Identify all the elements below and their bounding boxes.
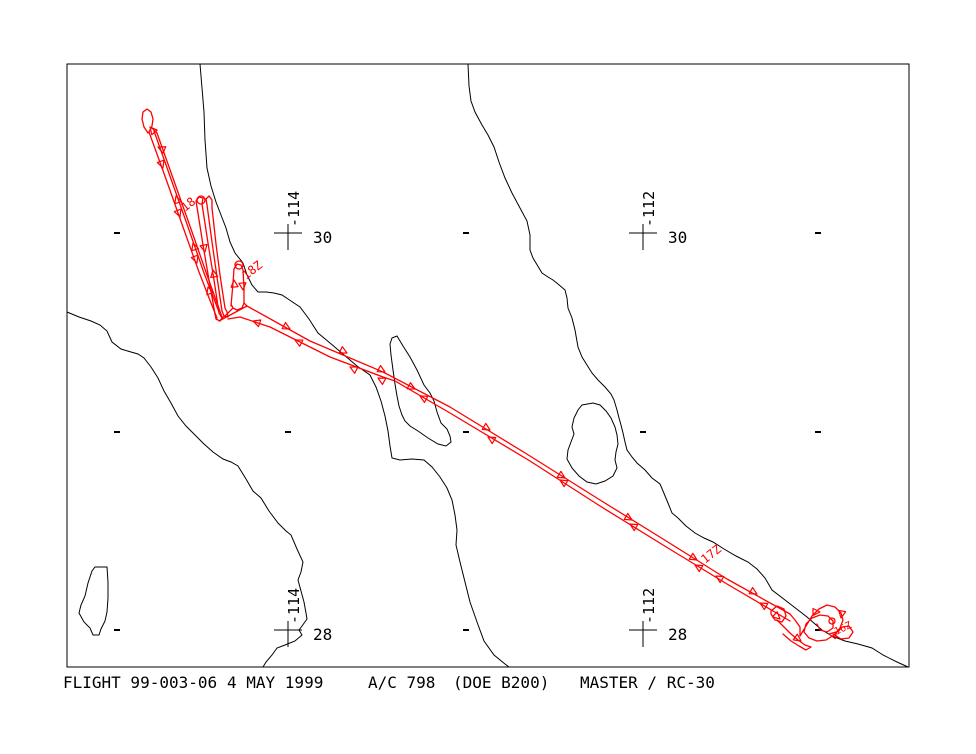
coastline-path [467,63,909,668]
track-direction-arrow [629,523,639,532]
longitude-label: -112 [640,588,658,624]
coastline-path [199,63,510,668]
coastlines [66,63,909,668]
track-direction-arrow [174,195,183,205]
track-direction-arrow [281,321,291,330]
track-direction-arrow [191,242,200,252]
track-direction-arrow [230,279,239,288]
track-direction-arrow [748,586,758,595]
track-direction-arrow [406,382,416,390]
latitude-label: 28 [668,625,687,644]
flight-track-segment [148,131,218,319]
track-direction-arrow [190,254,199,264]
hour-position-marker [234,260,244,270]
track-direction-arrow [487,436,497,445]
island-outline [389,335,452,447]
caption-aircraft-type: (DOE B200) [453,673,549,692]
latitude-label: 30 [313,228,332,247]
flight-track-segment [205,195,213,209]
flight-track-segment [789,613,801,637]
flight-track-segment [218,305,791,615]
track-direction-arrow [156,159,165,169]
flight-track-segment [770,605,787,623]
track-direction-arrow [694,564,704,573]
flight-track-segment [227,316,791,622]
latitude-label: 28 [313,625,332,644]
flight-track-segment [832,625,854,640]
longitude-label: -112 [640,191,658,227]
track-direction-arrow [238,282,247,291]
flight-track-segment [230,263,245,311]
grid-cross: -114 28 [274,588,332,647]
track-direction-arrow [559,479,569,488]
track-direction-arrow [294,339,304,347]
flight-track-segment [221,307,229,318]
flight-track-segment [243,302,248,307]
track-direction-arrow [771,611,781,620]
flight-track-segment [206,204,223,312]
track-direction-arrow [419,395,429,404]
track-direction-arrow [377,377,387,386]
track-direction-arrow [759,602,769,611]
track-direction-arrow [376,364,386,373]
track-direction-arrow [715,575,725,584]
latitude-label: 30 [668,228,687,247]
track-direction-arrow [556,470,566,479]
longitude-label: -114 [285,191,303,227]
track-direction-arrow [157,146,167,154]
track-direction-arrow [210,269,219,279]
flight-track-segment [221,307,234,319]
caption-row: FLIGHT 99-003-06 4 MAY 1999 A/C 798 (DOE B2… [63,673,715,692]
flight-track-segment [196,206,216,315]
track-direction-arrow [149,126,158,136]
flight-track-segment [153,130,220,313]
track-direction-arrow [173,208,182,218]
hour-position-marker [828,617,836,625]
caption-flight-id: FLIGHT 99-003-06 [63,673,217,692]
track-direction-arrow [206,286,215,296]
graticule: -114 30 -112 30 -114 28 -112 28 [114,191,821,647]
flight-track-segment [776,619,812,651]
track-direction-arrow [199,243,208,253]
track-direction-arrow [688,552,698,561]
island-outline [566,402,619,485]
coastline-path [66,311,308,668]
track-direction-arrow [828,631,838,640]
track-direction-arrow [338,346,348,354]
map-border [66,63,910,668]
hour-position-marker [196,195,206,205]
flight-track-segment [211,207,226,309]
grid-cross: -112 28 [629,588,687,647]
flight-track-segment [201,203,220,314]
grid-cross: -114 30 [274,191,332,250]
track-direction-arrow [792,633,802,642]
island-outline [78,566,109,636]
caption-sensor: MASTER / RC-30 [580,673,715,692]
grid-cross: -112 30 [629,191,687,250]
track-direction-arrow [252,319,262,328]
track-direction-arrow [812,607,821,617]
track-direction-arrow [481,422,491,431]
track-direction-arrow [349,366,359,374]
track-direction-arrow [838,609,847,619]
track-direction-arrow [623,512,633,521]
caption-aircraft: A/C 798 [368,673,435,692]
longitude-label: -114 [285,588,303,624]
caption-flight-date: 4 MAY 1999 [227,673,323,692]
